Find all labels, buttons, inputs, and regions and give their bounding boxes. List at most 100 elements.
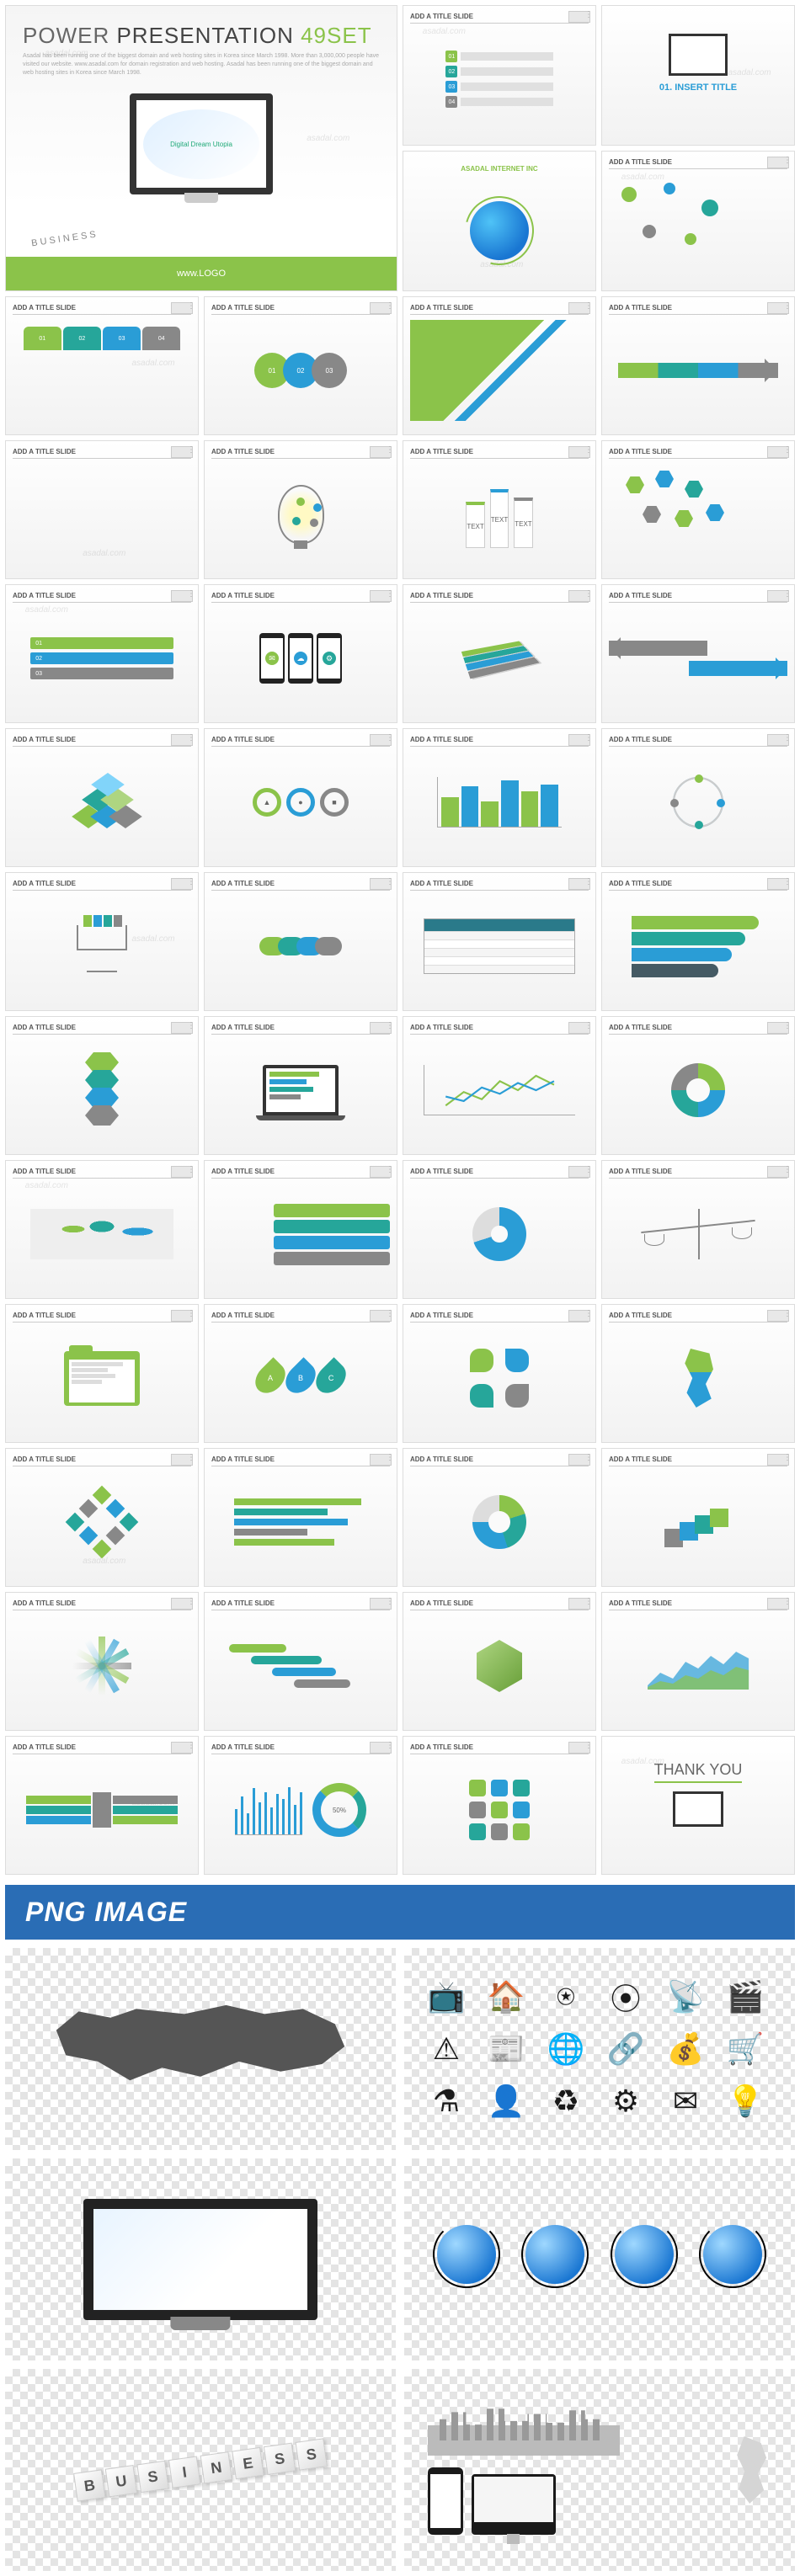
page-container: asadal.com asadal.com POWER PRESENTATION… [0, 0, 800, 2576]
slide-korea: ADD A TITLE SLIDE [601, 1304, 795, 1443]
slide-hex-net: ADD A TITLE SLIDE [601, 440, 795, 579]
slide-globe-hand: ASADAL INTERNET INC asadal.com [403, 151, 596, 291]
slide-bars-3d: ADD A TITLE SLIDE asadal.com [5, 440, 199, 579]
png-last-cell [404, 2369, 795, 2571]
png-icon: 📺 [428, 1978, 465, 2015]
png-icon: 🎬 [727, 1978, 764, 2015]
png-icon: 🌐 [547, 2030, 584, 2068]
slide-cubes-cross: ADD A TITLE SLIDE asadal.com [5, 1448, 199, 1587]
slide-ribbons: ADD A TITLE SLIDE [601, 872, 795, 1011]
slide-nodes: ADD A TITLE SLIDE asadal.com [601, 151, 795, 291]
imac-icon [472, 2474, 556, 2535]
slide-circles3: ADD A TITLE SLIDE 010203 [204, 296, 397, 435]
corner-icon [568, 11, 590, 23]
letter-cube: I [168, 2456, 200, 2488]
slide-title: ADD A TITLE SLIDE [410, 13, 589, 24]
slide-linechart: ADD A TITLE SLIDE [403, 1016, 596, 1155]
hero-title: POWER PRESENTATION 49SET [6, 6, 397, 52]
png-cubes-biz-cell: BUSINESS [5, 2369, 396, 2571]
slide-hex-vstack: ADD A TITLE SLIDE [5, 1016, 199, 1155]
slide-vbars-thin: ADD A TITLE SLIDE 50% [204, 1736, 397, 1875]
slide-folder: ADD A TITLE SLIDE [5, 1304, 199, 1443]
slide-hbars: ADD A TITLE SLIDE asadal.com 010203 [5, 584, 199, 723]
slide-gantt: ADD A TITLE SLIDE [204, 1592, 397, 1731]
thankyou-label: THANK YOU [654, 1761, 743, 1783]
png-icon: ✉ [667, 2083, 704, 2120]
letter-cube: B [73, 2469, 105, 2501]
png-icon: 🏠 [488, 1978, 525, 2015]
png-icon: 📰 [488, 2030, 525, 2068]
letter-cube: E [232, 2447, 264, 2479]
slide-area: ADD A TITLE SLIDE [601, 1592, 795, 1731]
globe-icon [615, 2225, 674, 2284]
slide-tabs: ADD A TITLE SLIDE asadal.com 01020304 [5, 296, 199, 435]
business-cubes: BUSINESS [73, 2438, 328, 2501]
slide-hbars-simple: ADD A TITLE SLIDE [204, 1448, 397, 1587]
slide-3d-stack: ADD A TITLE SLIDE [403, 584, 596, 723]
slide-star-burst: ADD A TITLE SLIDE [5, 1592, 199, 1731]
globe-hand [470, 201, 529, 260]
letter-cube: S [136, 2461, 168, 2493]
slide-donut-qtr: ADD A TITLE SLIDE [403, 1448, 596, 1587]
letter-cube: N [200, 2451, 232, 2483]
slide-arrows-lr: ADD A TITLE SLIDE [601, 584, 795, 723]
slide-cubes-stack: ADD A TITLE SLIDE [5, 728, 199, 867]
korea-map [729, 2436, 771, 2504]
slide-table: ADD A TITLE SLIDE [403, 872, 596, 1011]
slide-scale: ADD A TITLE SLIDE [601, 1160, 795, 1299]
monitor-big [83, 2199, 317, 2320]
slide-cart: ADD A TITLE SLIDE asadal.com [5, 872, 199, 1011]
slide-arrow-long: ADD A TITLE SLIDE [601, 296, 795, 435]
globe-icon [437, 2225, 496, 2284]
png-icon: 📡 [667, 1978, 704, 2015]
slide-cubes-step: ADD A TITLE SLIDE [601, 1448, 795, 1587]
slide-numbered-list: ADD A TITLE SLIDE asadal.com 01020304 [403, 5, 596, 146]
hero-monitor: Digital Dream Utopia [130, 93, 273, 194]
slide-rings3: ADD A TITLE SLIDE ▲●■ [204, 728, 397, 867]
letter-cube: U [105, 2465, 137, 2497]
letter-cube: S [264, 2443, 296, 2475]
slide-donut-thin: ADD A TITLE SLIDE [403, 1160, 596, 1299]
slide-barchart: ADD A TITLE SLIDE [403, 728, 596, 867]
slide-atom: ADD A TITLE SLIDE [601, 728, 795, 867]
png-icon: 💡 [727, 2083, 764, 2120]
slide-diagonal: ADD A TITLE SLIDE [403, 296, 596, 435]
slide-donut-seg: ADD A TITLE SLIDE [601, 1016, 795, 1155]
hero-desc: Asadal has been running one of the bigge… [6, 52, 397, 77]
insert-title-label: 01. INSERT TITLE [659, 82, 737, 93]
slide-laptop: ADD A TITLE SLIDE [204, 1016, 397, 1155]
png-worldmap-cell [5, 1948, 396, 2150]
devices [428, 2467, 702, 2535]
slide-converge: ADD A TITLE SLIDE asadal.com [5, 1736, 199, 1875]
worldmap-silhouette [40, 1987, 360, 2112]
png-section: PNG IMAGE 📺🏠⍟⦿📡🎬⚠📰🌐🔗💰🛒⚗👤♻⚙✉💡 BUSINESS [0, 1880, 800, 2576]
png-icon: ⚙ [607, 2083, 644, 2120]
letter-cube: S [296, 2438, 328, 2470]
slide-drops: ADD A TITLE SLIDE ABC [204, 1304, 397, 1443]
png-icon: ♻ [547, 2083, 584, 2120]
slide-worldmap: ADD A TITLE SLIDE asadal.com [5, 1160, 199, 1299]
png-icon: 🔗 [607, 2030, 644, 2068]
slide-icons-grid: ADD A TITLE SLIDE [403, 1736, 596, 1875]
png-icon: 💰 [667, 2030, 704, 2068]
globe-icon [525, 2225, 584, 2284]
png-globes-cell [404, 2158, 795, 2360]
slide-title: ASADAL INTERNET INC [410, 165, 589, 175]
slide-cycle4: ADD A TITLE SLIDE [403, 1304, 596, 1443]
icon-grid: 📺🏠⍟⦿📡🎬⚠📰🌐🔗💰🛒⚗👤♻⚙✉💡 [428, 1978, 771, 2120]
png-icon: 👤 [488, 2083, 525, 2120]
png-icon: ⦿ [607, 1978, 644, 2015]
slide-ico: ADD A TITLE SLIDE [403, 1592, 596, 1731]
hero-bar: www.LOGO [6, 257, 397, 290]
phone-icon [428, 2467, 463, 2535]
slide-chain: ADD A TITLE SLIDE [204, 872, 397, 1011]
png-monitor-cell [5, 2158, 396, 2360]
slides-grid: asadal.com asadal.com POWER PRESENTATION… [0, 0, 800, 1880]
png-icon: ⚠ [428, 2030, 465, 2068]
png-icon: 🛒 [727, 2030, 764, 2068]
png-icon: ⍟ [547, 1978, 584, 2015]
png-icons-cell: 📺🏠⍟⦿📡🎬⚠📰🌐🔗💰🛒⚗👤♻⚙✉💡 [404, 1948, 795, 2150]
globe-icon [703, 2225, 762, 2284]
watermark: asadal.com [307, 134, 349, 143]
monitor-icon [669, 34, 728, 76]
